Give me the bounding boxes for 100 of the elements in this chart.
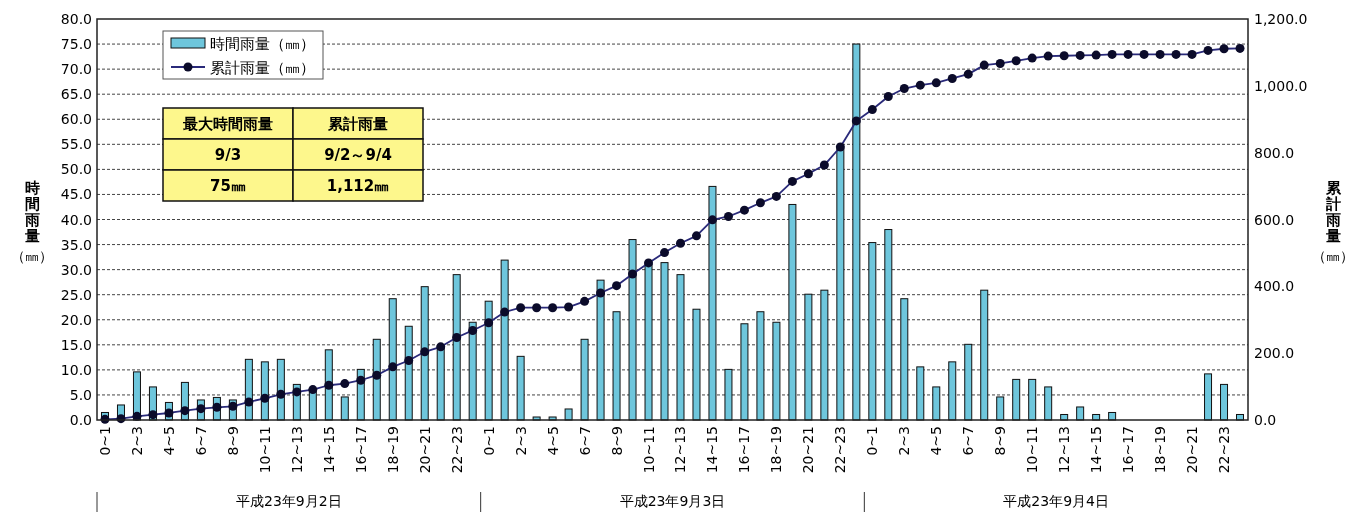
y2-tick-label: 1,200.0	[1254, 11, 1308, 27]
bar	[820, 289, 829, 421]
x-tick-label: 22~23	[448, 426, 465, 474]
x-tick-label: 22~23	[1216, 426, 1233, 474]
y-tick-label: 55.0	[60, 136, 92, 153]
bar	[420, 286, 429, 421]
y2-tick-label: 400.0	[1254, 278, 1295, 295]
bar	[1076, 406, 1085, 421]
x-tick-label: 0~1	[96, 426, 113, 456]
x-tick-label: 20~21	[800, 426, 817, 474]
bar	[740, 323, 749, 421]
y-tick-label: 60.0	[60, 111, 92, 128]
bar	[804, 293, 813, 421]
bar	[964, 343, 973, 421]
x-tick-label: 0~1	[480, 426, 497, 456]
bar	[788, 203, 797, 421]
bar	[564, 408, 573, 421]
bar	[1220, 383, 1229, 421]
bar	[612, 311, 621, 421]
x-tick-label: 2~3	[128, 426, 145, 456]
annotation: 累計雨量	[327, 115, 388, 133]
x-tick-label: 12~13	[672, 426, 689, 474]
y2-tick-label: 1,000.0	[1254, 77, 1308, 94]
bar	[660, 262, 669, 421]
x-tick-label: 6~7	[960, 426, 977, 456]
x-tick-label: 10~11	[640, 426, 657, 474]
y-tick-label: 40.0	[60, 211, 92, 228]
x-tick-label: 20~21	[1184, 426, 1201, 474]
x-tick-label: 20~21	[416, 426, 433, 474]
bar	[596, 279, 605, 421]
y-tick-label: 0.0	[69, 412, 92, 428]
x-tick-label: 8~9	[992, 426, 1009, 456]
x-tick-label: 4~5	[160, 426, 177, 456]
bar	[676, 274, 685, 421]
bar	[900, 298, 909, 421]
y2-tick-label: 200.0	[1254, 345, 1295, 362]
x-tick-label: 16~17	[352, 426, 369, 474]
x-tick-label: 14~15	[1088, 426, 1105, 474]
y-tick-label: 20.0	[60, 311, 92, 328]
y-tick-label: 80.0	[60, 11, 92, 27]
bar	[340, 396, 349, 421]
bar	[932, 386, 941, 421]
bar	[1028, 378, 1037, 421]
x-tick-label: 10~11	[1024, 426, 1041, 474]
x-tick-label: 4~5	[544, 426, 561, 456]
legend-label: 累計雨量（㎜）	[210, 59, 315, 77]
bar	[996, 396, 1005, 421]
x-tick-label: 8~9	[608, 426, 625, 456]
bar	[516, 355, 525, 421]
y-tick-label: 65.0	[60, 86, 92, 103]
bar	[724, 368, 733, 421]
y2-tick-label: 0.0	[1254, 412, 1277, 428]
bar	[580, 338, 589, 421]
day-labels: 平成23年9月2日 平成23年9月3日 平成23年9月4日	[96, 491, 1109, 513]
bar	[388, 298, 397, 421]
x-tick-label: 18~19	[1152, 426, 1169, 474]
y-tick-label: 15.0	[60, 336, 92, 353]
bar	[484, 300, 493, 421]
annotation: 75㎜	[210, 177, 246, 195]
y2-tick-label: 600.0	[1254, 211, 1295, 228]
x-tick-label: 18~19	[384, 426, 401, 474]
bar	[868, 242, 877, 421]
y2-axis-title: 累計雨量（㎜）	[1312, 178, 1354, 264]
y-axis-title: 時間雨量（㎜）	[11, 178, 53, 264]
x-tick-label: 14~15	[320, 426, 337, 474]
bar	[404, 325, 413, 421]
y-tick-label: 75.0	[60, 36, 92, 53]
annotation: 9/2～9/4	[324, 146, 392, 164]
bar	[1044, 386, 1053, 421]
x-tick-label: 10~11	[256, 426, 273, 474]
y-tick-label: 30.0	[60, 261, 92, 278]
bar	[500, 259, 509, 421]
x-tick-label: 6~7	[576, 426, 593, 456]
x-tick-label: 2~3	[896, 426, 913, 456]
annotation: 最大時間雨量	[182, 115, 273, 133]
x-tick-label: 2~3	[512, 426, 529, 456]
bar	[756, 311, 765, 421]
y-tick-label: 10.0	[60, 361, 92, 378]
x-tick-label: 12~13	[288, 426, 305, 474]
x-tick-label: 6~7	[192, 426, 209, 456]
bar	[708, 185, 717, 421]
bar	[852, 43, 861, 421]
bar	[468, 321, 477, 421]
bar	[772, 321, 781, 421]
x-tick-label: 0~1	[864, 426, 881, 456]
x-tick-label: 18~19	[768, 426, 785, 474]
y-tick-label: 45.0	[60, 186, 92, 203]
x-tick-label: 8~9	[224, 426, 241, 456]
x-tick-label: 22~23	[832, 426, 849, 474]
bar	[1204, 373, 1213, 421]
x-tick-label: 4~5	[928, 426, 945, 456]
x-tick-label: 16~17	[736, 426, 753, 474]
bar	[452, 274, 461, 421]
x-tick-label: 16~17	[1120, 426, 1137, 474]
x-tick-label: 14~15	[704, 426, 721, 474]
bar	[1012, 378, 1021, 421]
x-tick-label: 12~13	[1056, 426, 1073, 474]
bar	[948, 361, 957, 421]
y-tick-label: 50.0	[60, 161, 92, 178]
bar	[980, 289, 989, 421]
